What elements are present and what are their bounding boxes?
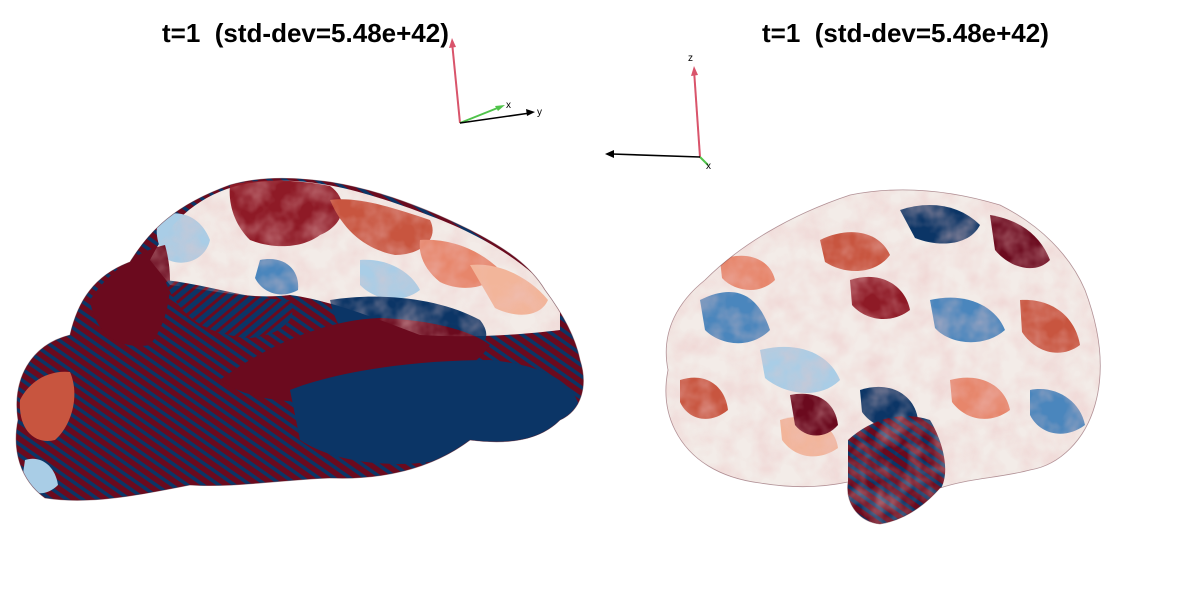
left-axis-x-label: x	[506, 100, 511, 111]
right-axis-x-label: x	[706, 161, 711, 172]
left-axis-y-label: y	[537, 107, 542, 118]
left-panel-title: t=1 (std-dev=5.48e+42)	[162, 18, 449, 48]
right-orientation-axes	[605, 66, 709, 166]
left-brain-surface	[15, 177, 584, 501]
left-orientation-axes	[449, 38, 535, 124]
right-axis-z-label: z	[688, 53, 693, 64]
right-brain-surface	[665, 189, 1101, 525]
right-panel-title: t=1 (std-dev=5.48e+42)	[762, 18, 1049, 48]
